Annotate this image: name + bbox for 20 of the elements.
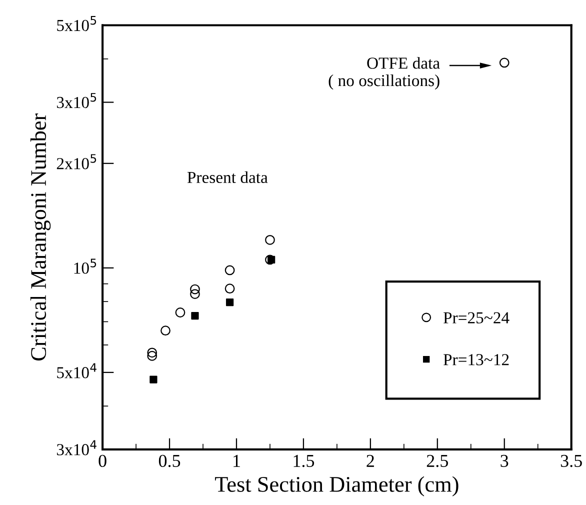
x-tick-label: 1.5 xyxy=(294,454,314,468)
legend-label: Pr=25~24 xyxy=(443,312,510,324)
x-tick-label: 0 xyxy=(98,454,106,468)
x-tick-label: 0.5 xyxy=(158,454,180,468)
y-axis-title: Critical Marangoni Number xyxy=(30,114,51,360)
y-tick-label: 5x10$^{4}$ xyxy=(57,363,96,378)
y-tick-label: 5x10$^{5}$ xyxy=(57,16,96,32)
y-tick-label: 10$^{5}$ xyxy=(74,258,96,274)
x-tick-label: 2.5 xyxy=(426,454,448,468)
legend-label: Pr=13~12 xyxy=(443,354,509,366)
x-tick-label: 2 xyxy=(366,454,374,467)
annotation: OTFE data ( no oscillations) xyxy=(328,57,440,90)
x-axis-title: Test Section Diameter (cm) xyxy=(215,476,458,496)
y-tick-label: 2x10$^{5}$ xyxy=(56,154,96,170)
y-tick-label: 3x10$^{5}$ xyxy=(56,93,96,108)
annotation: Present data xyxy=(187,171,268,184)
x-tick-label: 3 xyxy=(500,454,508,468)
y-tick-label: 3x10$^{4}$ xyxy=(56,440,96,456)
x-tick-label: 1 xyxy=(234,454,240,467)
x-tick-label: 3.5 xyxy=(560,454,582,468)
